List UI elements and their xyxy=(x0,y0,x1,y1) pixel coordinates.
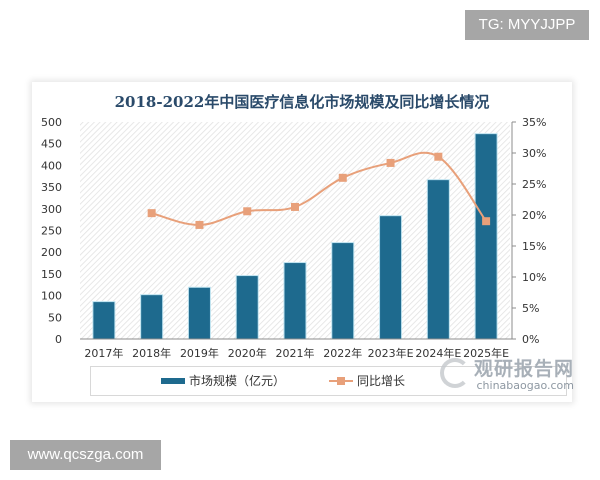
bar-2021年 xyxy=(284,263,306,339)
line-marker xyxy=(386,158,395,167)
line-marker xyxy=(195,220,204,229)
left-axis-tick-label: 200 xyxy=(41,246,62,259)
brand-name-en: chinabaogao.com xyxy=(476,379,575,392)
x-axis-tick-label: 2017年 xyxy=(84,346,123,360)
left-axis-tick-label: 250 xyxy=(41,225,62,238)
left-axis-tick-label: 450 xyxy=(41,138,62,151)
bar-2023年E xyxy=(380,216,402,339)
right-axis-tick-label: 25% xyxy=(522,178,546,191)
legend-item-yoy-growth: 同比增长 xyxy=(329,367,405,395)
legend-item-market-size: 市场规模（亿元） xyxy=(161,367,285,395)
line-marker xyxy=(434,152,443,161)
right-axis-tick-label: 5% xyxy=(522,302,539,315)
left-axis-tick-label: 0 xyxy=(55,333,62,346)
left-axis-tick-label: 400 xyxy=(41,159,62,172)
line-marker xyxy=(291,202,299,211)
chart-legend: 市场规模（亿元） 同比增长 xyxy=(90,366,567,396)
chart-card: 2018-2022年中国医疗信息化市场规模及同比增长情况 0 50 100 150 20… xyxy=(32,82,574,402)
brand-logo-icon xyxy=(440,358,470,388)
left-axis-tick-label: 500 xyxy=(41,116,62,129)
bar-2025年E xyxy=(475,134,497,339)
x-axis-tick-label: 2024年E xyxy=(415,346,461,360)
bar-2019年 xyxy=(188,287,210,339)
legend-label-yoy-growth: 同比增长 xyxy=(357,374,406,388)
left-axis-tick-label: 150 xyxy=(41,268,62,281)
left-y-axis: 0 50 100 150 200 250 300 350 400 450 500 xyxy=(41,116,62,346)
line-series xyxy=(147,151,491,229)
left-axis-tick-label: 100 xyxy=(41,290,62,303)
left-axis-tick-label: 50 xyxy=(48,311,62,324)
x-axis-tick-label: 2021年 xyxy=(276,346,315,360)
bar-2017年 xyxy=(93,302,115,339)
watermark-bottom-left: www.qcszga.com xyxy=(10,440,161,470)
x-axis-tick-label: 2020年 xyxy=(228,346,267,360)
right-axis-tick-label: 35% xyxy=(522,116,546,129)
legend-line-marker-icon xyxy=(329,376,353,386)
line-marker xyxy=(147,209,156,218)
right-axis-tick-label: 0% xyxy=(522,333,539,346)
chart-title: 2018-2022年中国医疗信息化市场规模及同比增长情况 xyxy=(114,93,490,111)
x-axis-tick-label: 2022年 xyxy=(323,346,362,360)
bar-series xyxy=(92,133,498,339)
line-marker xyxy=(338,173,347,182)
line-marker xyxy=(482,217,491,226)
right-axis-tick-label: 20% xyxy=(522,209,546,222)
bar-2024年E xyxy=(427,180,449,339)
line-marker xyxy=(243,207,252,216)
x-axis-tick-label: 2025年E xyxy=(463,346,509,360)
right-axis-tick-label: 30% xyxy=(522,147,546,160)
legend-bar-swatch-icon xyxy=(161,378,185,384)
right-axis-tick-label: 15% xyxy=(522,240,546,253)
left-axis-tick-label: 300 xyxy=(41,203,62,216)
brand-watermark: 观研报告网 chinabaogao.com xyxy=(464,354,574,392)
left-axis-tick-label: 350 xyxy=(41,181,62,194)
right-y-axis: 0% 5% 10% 15% 20% 25% 30% 35% xyxy=(511,116,546,346)
bar-2022年 xyxy=(332,243,354,339)
x-axis-tick-label: 2019年 xyxy=(180,346,219,360)
x-axis-tick-label: 2023年E xyxy=(368,346,414,360)
x-axis: 2017年 2018年 2019年 2020年 2021年 2022年 2023年E 2024… xyxy=(80,338,512,360)
x-axis-tick-label: 2018年 xyxy=(132,346,171,360)
right-axis-tick-label: 10% xyxy=(522,271,546,284)
chart-plot: 0 50 100 150 200 250 300 350 400 450 500 0% 5% 10% 15… xyxy=(41,116,546,360)
legend-label-market-size: 市场规模（亿元） xyxy=(189,374,286,388)
watermark-top-right: TG: MYYJJPP xyxy=(465,10,589,40)
bar-2020年 xyxy=(236,276,258,339)
bar-2018年 xyxy=(141,295,163,339)
brand-name-cn: 观研报告网 xyxy=(473,358,574,380)
